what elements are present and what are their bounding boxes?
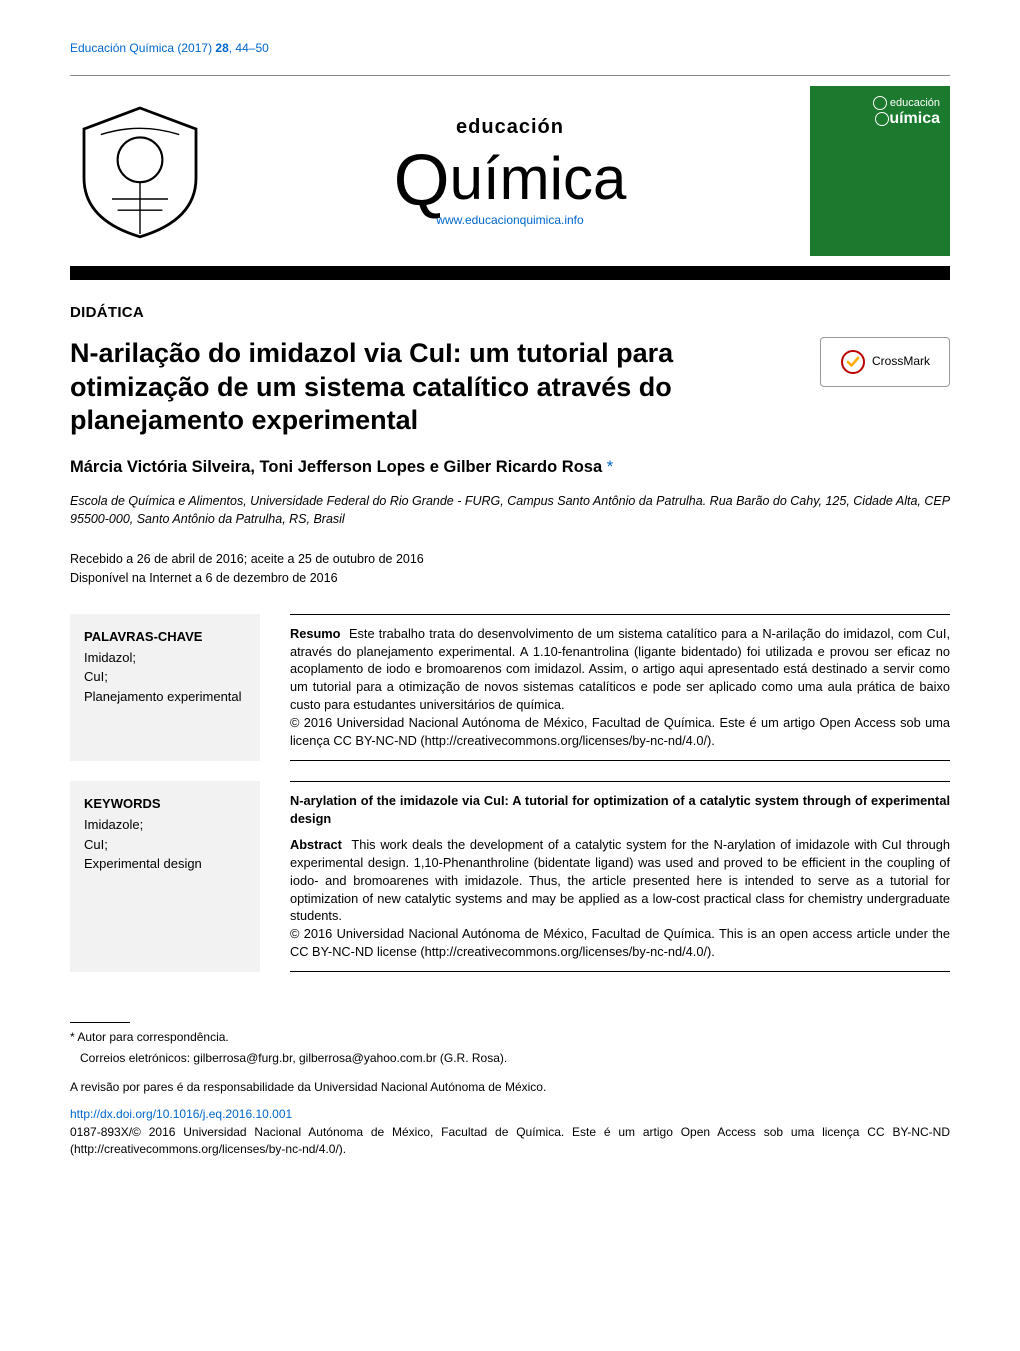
journal-cover-thumbnail: educación uímica xyxy=(810,86,950,256)
masthead-divider-bar xyxy=(70,266,950,280)
email-2[interactable]: gilberrosa@yahoo.com.br xyxy=(299,1051,437,1065)
journal-name-top: educación xyxy=(230,113,790,141)
article-title: N-arilação do imidazol via CuI: um tutor… xyxy=(70,337,710,438)
keywords-box: KEYWORDS Imidazole; CuI; Experimental de… xyxy=(70,781,260,972)
crossmark-badge[interactable]: CrossMark xyxy=(820,337,950,387)
resumo-body: Este trabalho trata do desenvolvimento d… xyxy=(290,626,950,713)
email-1[interactable]: gilberrosa@furg.br xyxy=(193,1051,292,1065)
resumo-text: Resumo Este trabalho trata do desenvolvi… xyxy=(260,614,950,761)
journal-name-main-text: uímica xyxy=(450,145,627,212)
resumo-rule-top xyxy=(290,614,950,615)
abstract-rule-top xyxy=(290,781,950,782)
unam-shield-logo xyxy=(70,101,210,241)
ref-vol: 28 xyxy=(215,41,228,55)
cover-mini-top: educación xyxy=(890,97,940,109)
palavras-chave-list: Imidazol; CuI; Planejamento experimental xyxy=(84,648,246,707)
cover-mini-main: uímica xyxy=(889,110,940,127)
palavras-chave-box: PALAVRAS-CHAVE Imidazol; CuI; Planejamen… xyxy=(70,614,260,761)
rule-top xyxy=(70,75,950,76)
abstract-rule-bottom xyxy=(290,971,950,972)
resumo-rule-bottom xyxy=(290,760,950,761)
email-label: Correios eletrónicos: xyxy=(80,1051,193,1065)
abstract-body: This work deals the development of a cat… xyxy=(290,837,950,924)
masthead: educación Química www.educacionquimica.i… xyxy=(70,86,950,256)
journal-logo: educación Química www.educacionquimica.i… xyxy=(230,113,790,229)
keywords-list: Imidazole; CuI; Experimental design xyxy=(84,815,246,874)
peer-review-statement: A revisão por pares é da responsabilidad… xyxy=(70,1079,950,1096)
affiliation: Escola de Química e Alimentos, Universid… xyxy=(70,493,950,528)
corresponding-emails: Correios eletrónicos: gilberrosa@furg.br… xyxy=(70,1050,950,1067)
doi-line: http://dx.doi.org/10.1016/j.eq.2016.10.0… xyxy=(70,1106,950,1123)
corr-label: Autor para correspondência. xyxy=(77,1030,228,1044)
title-row: N-arilação do imidazol via CuI: um tutor… xyxy=(70,337,950,438)
crossmark-label: CrossMark xyxy=(872,353,930,370)
footer: * Autor para correspondência. Correios e… xyxy=(70,1022,950,1158)
footer-copyright: 0187-893X/© 2016 Universidad Nacional Au… xyxy=(70,1124,950,1158)
abstract-en-block: KEYWORDS Imidazole; CuI; Experimental de… xyxy=(70,781,950,972)
corresponding-author-note: * Autor para correspondência. xyxy=(70,1029,950,1046)
abstract-en-text: N-arylation of the imidazole via CuI: A … xyxy=(260,781,950,972)
corresponding-asterisk: * xyxy=(602,458,613,476)
date-online: Disponível na Internet a 6 de dezembro d… xyxy=(70,569,950,588)
resumo-lead: Resumo xyxy=(290,626,341,641)
ref-pages: , 44–50 xyxy=(229,41,269,55)
journal-reference: Educación Química (2017) 28, 44–50 xyxy=(70,40,950,57)
crossmark-icon xyxy=(840,349,866,375)
palavras-chave-heading: PALAVRAS-CHAVE xyxy=(84,628,246,646)
section-label: DIDÁTICA xyxy=(70,302,950,323)
resumo-block: PALAVRAS-CHAVE Imidazol; CuI; Planejamen… xyxy=(70,614,950,761)
email-person: (G.R. Rosa). xyxy=(437,1051,508,1065)
resumo-copyright: © 2016 Universidad Nacional Autónoma de … xyxy=(290,714,950,750)
ref-prefix: Educación Química (2017) xyxy=(70,41,215,55)
journal-ref-link[interactable]: Educación Química (2017) 28, 44–50 xyxy=(70,41,269,55)
abstract-lead: Abstract xyxy=(290,837,342,852)
authors-line: Márcia Victória Silveira, Toni Jefferson… xyxy=(70,458,602,476)
abstract-en-title: N-arylation of the imidazole via CuI: A … xyxy=(290,792,950,828)
authors: Márcia Victória Silveira, Toni Jefferson… xyxy=(70,456,950,479)
keywords-heading: KEYWORDS xyxy=(84,795,246,813)
footnote-asterisk: * xyxy=(70,1030,75,1044)
journal-url[interactable]: www.educacionquimica.info xyxy=(230,212,790,229)
journal-name-main: Química xyxy=(230,141,790,206)
footnote-rule xyxy=(70,1022,130,1023)
cover-mini-logo: educación uímica xyxy=(873,96,940,128)
history-dates: Recebido a 26 de abril de 2016; aceite a… xyxy=(70,550,950,588)
abstract-copyright: © 2016 Universidad Nacional Autónoma de … xyxy=(290,925,950,961)
doi-link[interactable]: http://dx.doi.org/10.1016/j.eq.2016.10.0… xyxy=(70,1107,292,1121)
date-received: Recebido a 26 de abril de 2016; aceite a… xyxy=(70,550,950,569)
